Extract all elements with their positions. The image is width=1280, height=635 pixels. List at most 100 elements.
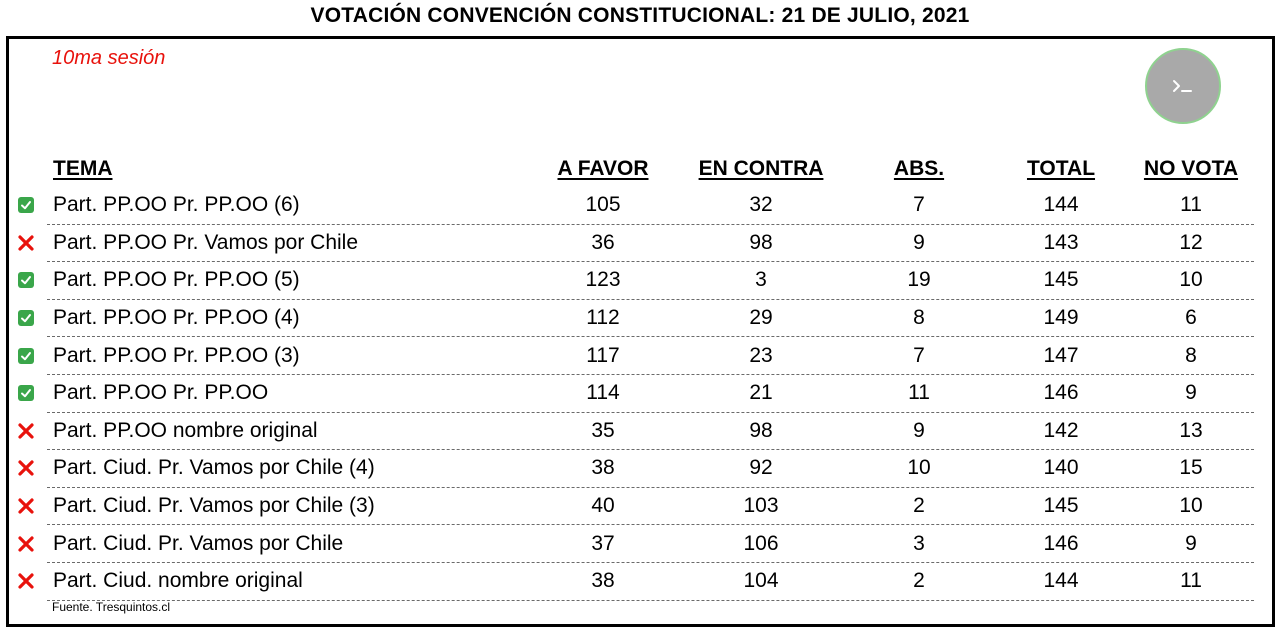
row-a-favor: 37 [591,531,615,555]
row-a-favor: 38 [591,456,615,480]
terminal-icon [1173,80,1192,92]
cross-icon [17,234,35,252]
row-tema: Part. Ciud. Pr. Vamos por Chile (3) [53,494,375,518]
table-row: Part. PP.OO Pr. PP.OO (3) 117 23 7 147 8 [18,337,1254,375]
table-row: Part. PP.OO Pr. Vamos por Chile 36 98 9 143 1… [18,225,1254,263]
header-a-favor: A FAVOR [557,157,649,180]
row-a-favor: 117 [586,343,620,367]
row-total: 145 [1043,494,1079,518]
header-no-vota: NO VOTA [1143,157,1239,180]
cross-icon [17,422,35,440]
row-tema: Part. PP.OO Pr. PP.OO (6) [53,193,300,217]
row-en-contra: 23 [749,343,773,367]
table-body: Part. PP.OO Pr. PP.OO (6) 105 32 7 144 11 Part… [9,187,1272,601]
row-en-contra: 106 [743,531,779,555]
row-total: 149 [1043,306,1079,330]
row-abs: 9 [913,230,925,254]
session-label: 10ma sesión [52,47,166,69]
row-total: 145 [1043,268,1079,292]
row-abs: 7 [913,193,925,217]
cross-icon [17,459,35,477]
row-no-vota: 8 [1185,343,1197,367]
cross-icon [17,497,35,515]
check-icon [17,196,35,214]
table-row: Part. PP.OO nombre original 35 98 9 142 13 [18,413,1254,451]
row-abs: 3 [913,531,925,555]
table-row: Part. Ciud. Pr. Vamos por Chile (4) 38 92 1… [18,450,1254,488]
row-tema: Part. PP.OO nombre original [53,418,318,442]
table-row: Part. PP.OO Pr. PP.OO 114 21 11 146 9 [18,375,1254,413]
header-abs: ABS. [893,157,945,180]
row-tema: Part. PP.OO Pr. PP.OO [53,381,269,405]
row-a-favor: 114 [586,381,620,405]
row-en-contra: 103 [743,494,779,518]
table-row: Part. Ciud. Pr. Vamos por Chile 37 106 3 146… [18,525,1254,563]
row-abs: 2 [913,494,925,518]
row-no-vota: 10 [1179,268,1203,292]
row-en-contra: 29 [749,306,773,330]
row-total: 146 [1043,531,1079,555]
cross-icon [17,572,35,590]
terminal-button[interactable] [1145,48,1221,124]
row-a-favor: 105 [585,193,621,217]
row-a-favor: 123 [585,268,621,292]
row-abs: 7 [913,343,925,367]
results-panel: 10ma sesión TEMA A FAVOR EN CONTRA ABS. … [6,36,1275,627]
table-row: Part. PP.OO Pr. PP.OO (5) 123 3 19 145 10 [18,262,1254,300]
row-abs: 9 [913,418,925,442]
row-total: 140 [1043,456,1079,480]
row-en-contra: 98 [749,418,773,442]
row-tema: Part. Ciud. Pr. Vamos por Chile (4) [53,456,375,480]
row-no-vota: 11 [1180,193,1202,217]
row-tema: Part. PP.OO Pr. PP.OO (3) [53,343,300,367]
header-total: TOTAL [1026,157,1096,180]
row-no-vota: 6 [1185,306,1197,330]
row-tema: Part. Ciud. Pr. Vamos por Chile [53,531,344,555]
votes-table: TEMA A FAVOR EN CONTRA ABS. TOTAL NO VOT… [9,151,1272,601]
source-note: Fuente. Tresquintos.cl [52,600,171,614]
row-no-vota: 13 [1179,418,1203,442]
row-en-contra: 92 [749,456,773,480]
row-abs: 8 [913,306,925,330]
check-icon [17,271,35,289]
row-no-vota: 12 [1179,230,1203,254]
table-row: Part. Ciud. nombre original 38 104 2 144 11 [18,563,1254,601]
row-a-favor: 35 [591,418,615,442]
header-tema: TEMA [53,157,113,180]
row-a-favor: 112 [586,306,620,330]
table-row: Part. Ciud. Pr. Vamos por Chile (3) 40 103… [18,488,1254,526]
row-total: 147 [1043,343,1079,367]
row-a-favor: 36 [591,230,615,254]
row-total: 144 [1043,193,1079,217]
row-total: 143 [1043,230,1079,254]
cross-icon [17,535,35,553]
row-total: 144 [1043,569,1079,593]
row-en-contra: 32 [749,193,773,217]
row-no-vota: 11 [1180,569,1202,593]
row-no-vota: 10 [1179,494,1203,518]
table-header: TEMA A FAVOR EN CONTRA ABS. TOTAL NO VOT… [9,151,1272,187]
row-abs: 10 [907,456,931,480]
row-tema: Part. Ciud. nombre original [53,569,303,593]
row-total: 146 [1043,381,1079,405]
row-tema: Part. PP.OO Pr. PP.OO (5) [53,268,300,292]
table-row: Part. PP.OO Pr. PP.OO (4) 112 29 8 149 6 [18,300,1254,338]
check-icon [17,309,35,327]
table-row: Part. PP.OO Pr. PP.OO (6) 105 32 7 144 11 [18,187,1254,225]
check-icon [17,347,35,365]
row-abs: 19 [907,268,931,292]
row-abs: 11 [908,381,930,405]
row-a-favor: 40 [591,494,615,518]
row-no-vota: 9 [1185,381,1197,405]
row-tema: Part. PP.OO Pr. Vamos por Chile [53,230,359,254]
check-icon [17,384,35,402]
row-en-contra: 21 [749,381,773,405]
page-title: VOTACIÓN CONVENCIÓN CONSTITUCIONAL: 21 D… [310,4,970,27]
row-en-contra: 104 [743,569,779,593]
row-tema: Part. PP.OO Pr. PP.OO (4) [53,306,300,330]
row-no-vota: 15 [1179,456,1203,480]
row-en-contra: 3 [755,268,767,292]
row-a-favor: 38 [591,569,615,593]
row-abs: 2 [913,569,925,593]
header-en-contra: EN CONTRA [698,157,824,180]
